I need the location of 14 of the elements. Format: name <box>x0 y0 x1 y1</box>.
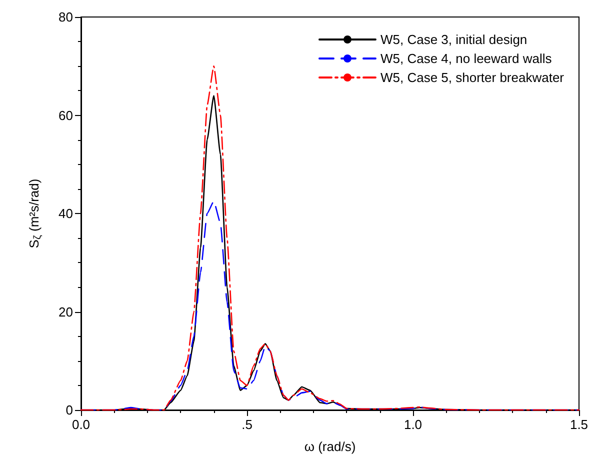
y-tick-label: 40 <box>58 206 73 221</box>
y-tick-label: 60 <box>58 108 73 123</box>
x-tick-label: .5 <box>242 417 252 432</box>
x-tick-label: 0.0 <box>72 417 90 432</box>
y-tick-label: 20 <box>58 304 73 320</box>
legend-label: W5, Case 3, initial design <box>380 32 528 47</box>
y-tick-label: 0 <box>66 402 73 418</box>
legend-label: W5, Case 4, no leeward walls <box>380 51 552 66</box>
y-tick-label: 80 <box>58 10 73 24</box>
y-axis-title: Sζ (m²s/rad) <box>26 178 44 248</box>
x-axis-title: ω (rad/s) <box>304 439 356 454</box>
x-tick-label: 1.5 <box>570 417 588 432</box>
x-tick-label: 1.0 <box>404 417 422 432</box>
legend-label: W5, Case 5, shorter breakwater <box>380 70 565 85</box>
